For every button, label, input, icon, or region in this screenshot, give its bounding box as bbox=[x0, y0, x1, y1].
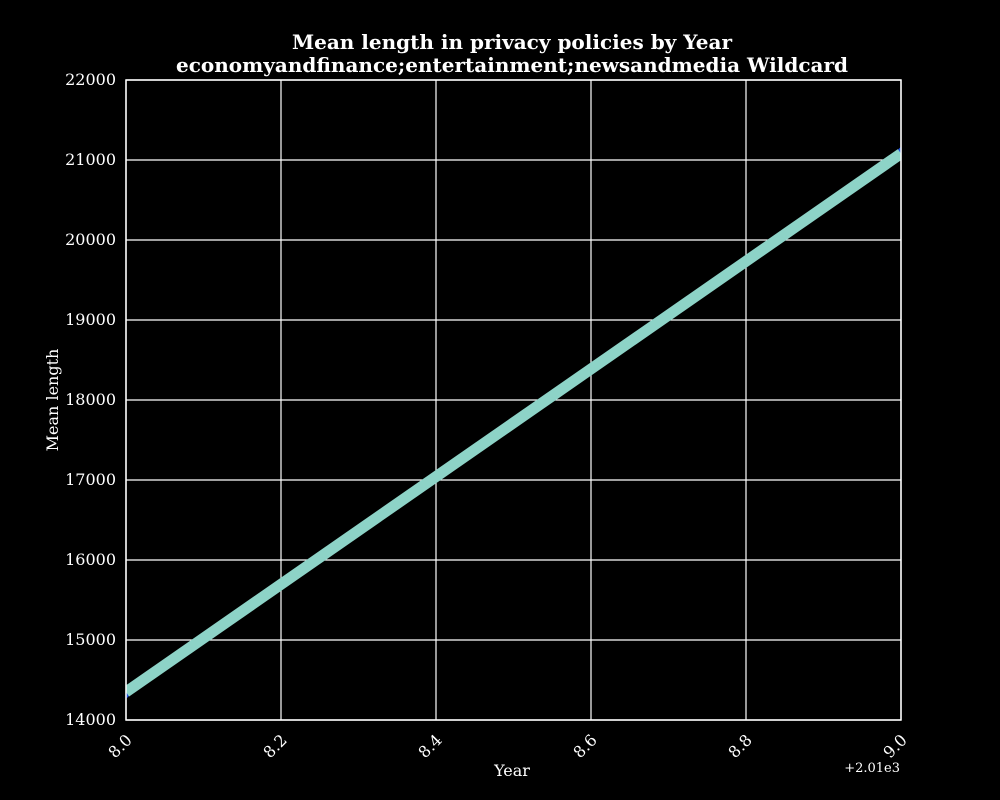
chart-title: Mean length in privacy policies by Year bbox=[292, 30, 733, 54]
series-line bbox=[126, 149, 901, 697]
x-axis-offset-label: +2.01e3 bbox=[844, 761, 900, 776]
chart-subtitle: economyandfinance;entertainment;newsandm… bbox=[176, 53, 848, 77]
y-tick-label: 20000 bbox=[65, 230, 116, 249]
y-axis-ticks: 14000 15000 16000 17000 18000 19000 20000 21000… bbox=[65, 70, 132, 729]
x-axis-label: Year bbox=[493, 761, 530, 780]
y-tick-label: 17000 bbox=[65, 470, 116, 489]
series-layer bbox=[126, 146, 901, 699]
y-tick-label: 16000 bbox=[65, 550, 116, 569]
y-tick-label: 19000 bbox=[65, 310, 116, 329]
series-group bbox=[126, 146, 901, 699]
y-tick-label: 15000 bbox=[65, 630, 116, 649]
y-tick-label: 18000 bbox=[65, 390, 116, 409]
y-tick-label: 14000 bbox=[65, 710, 116, 729]
y-tick-label: 22000 bbox=[65, 70, 116, 89]
y-axis-label: Mean length bbox=[43, 349, 62, 452]
y-tick-label: 21000 bbox=[65, 150, 116, 169]
